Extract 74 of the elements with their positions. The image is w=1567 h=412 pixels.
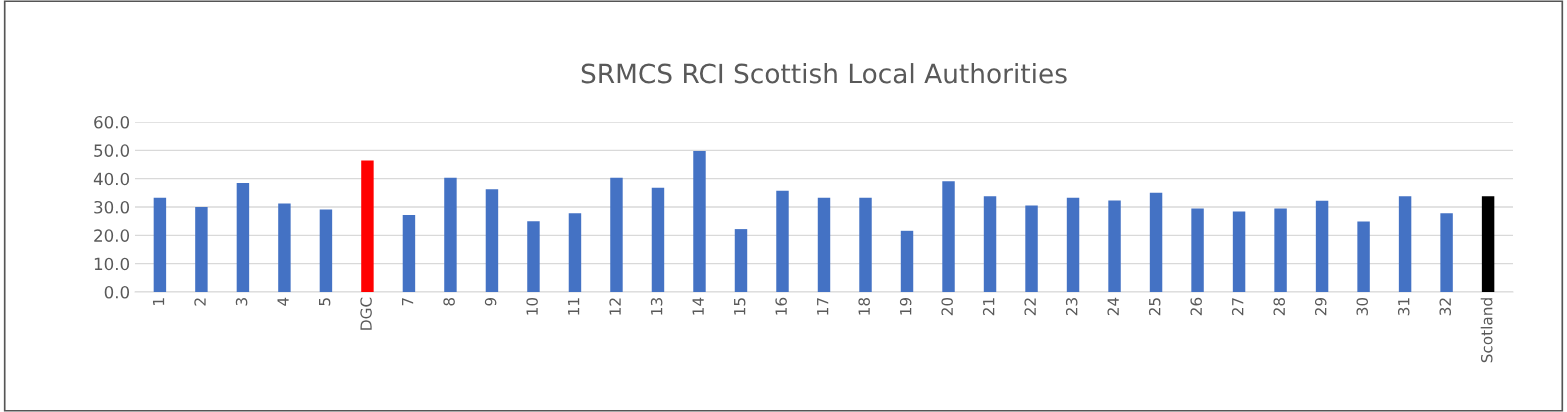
bar [402, 214, 416, 292]
bar [693, 150, 706, 292]
bar [942, 181, 955, 292]
bar [1315, 200, 1329, 292]
x-tick-label: 25 [1148, 298, 1161, 316]
bar [1025, 205, 1038, 292]
x-tick-label: 10 [526, 297, 538, 315]
x-tick-label: 14 [692, 297, 704, 315]
x-tick-label: 12 [609, 298, 621, 315]
bar [1357, 221, 1370, 292]
bar [610, 177, 623, 292]
x-tick-label: 17 [817, 298, 829, 315]
x-tick-label: Scotland [1480, 298, 1493, 363]
x-tick-label: 27 [1231, 298, 1244, 316]
bar [1398, 196, 1412, 292]
bar [568, 213, 582, 292]
bar [734, 229, 748, 292]
x-tick-label: 19 [899, 297, 912, 315]
x-tick-label: 2 [194, 298, 206, 306]
bar [485, 189, 499, 292]
y-tick-label: 60.0 [94, 115, 130, 129]
y-tick-label: 0.0 [104, 285, 130, 299]
x-tick-label: 28 [1273, 297, 1285, 316]
bar [983, 196, 997, 292]
bar [1066, 197, 1080, 292]
x-tick-label: 3 [235, 298, 248, 306]
x-tick-label: 4 [277, 297, 289, 306]
bar [444, 177, 457, 292]
x-tick-label: 20 [941, 297, 953, 316]
x-tick-label: 1 [152, 298, 165, 305]
x-tick-label: 8 [443, 297, 455, 306]
y-tick-label: 30.0 [94, 200, 130, 214]
bar [1274, 208, 1287, 292]
bar [1149, 192, 1163, 292]
chart-title: SRMCS RCI Scottish Local Authorities [581, 63, 1067, 84]
bar [900, 230, 914, 292]
bar [1191, 208, 1204, 292]
x-tick-label: DGC [360, 297, 372, 330]
bar [651, 187, 665, 292]
x-tick-label: 13 [650, 298, 663, 315]
bar [278, 203, 291, 292]
x-tick-label: 9 [484, 297, 497, 306]
bar [817, 197, 831, 292]
y-tick-label: 50.0 [94, 144, 130, 157]
bar [776, 190, 789, 292]
y-tick-label: 10.0 [94, 257, 130, 271]
bar [1481, 196, 1495, 292]
x-tick-label: 23 [1065, 298, 1078, 316]
x-tick-label: 7 [402, 298, 414, 306]
x-tick-label: 26 [1190, 297, 1202, 316]
bar [527, 221, 540, 292]
bar [859, 197, 872, 292]
x-tick-label: 16 [775, 297, 787, 315]
x-tick-label: 15 [734, 298, 746, 315]
x-tick-label: 11 [568, 298, 580, 315]
y-tick-label: 20.0 [94, 229, 130, 242]
x-tick-label: 21 [982, 298, 995, 316]
bar [319, 209, 333, 292]
bar [361, 160, 374, 292]
bar [1108, 200, 1121, 292]
bar [1232, 211, 1246, 292]
x-tick-label: 5 [319, 298, 331, 306]
bar [236, 182, 250, 292]
x-tick-label: 24 [1107, 297, 1119, 316]
y-tick-label: 40.0 [93, 172, 130, 186]
x-tick-label: 29 [1314, 297, 1327, 316]
bar [1440, 213, 1453, 292]
x-tick-label: 31 [1397, 298, 1410, 316]
x-tick-label: 22 [1024, 298, 1036, 316]
x-tick-label: 32 [1439, 298, 1452, 316]
bar [195, 207, 208, 292]
x-tick-label: 18 [858, 297, 870, 315]
bar [153, 197, 167, 292]
x-tick-label: 30 [1356, 297, 1369, 316]
